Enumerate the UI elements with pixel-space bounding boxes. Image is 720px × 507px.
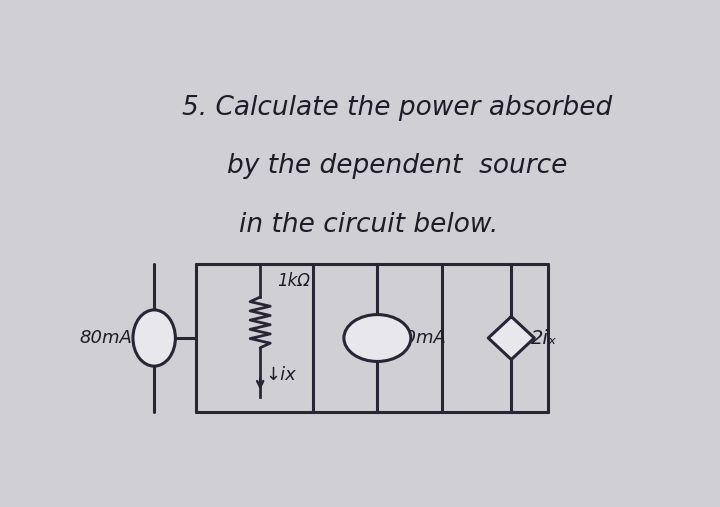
Text: 80mA: 80mA	[79, 329, 132, 347]
Text: by the dependent  source: by the dependent source	[227, 153, 567, 179]
Text: 1kΩ: 1kΩ	[277, 272, 310, 291]
Text: ↓ix: ↓ix	[266, 366, 297, 384]
Circle shape	[344, 314, 411, 361]
Text: 2iₓ: 2iₓ	[531, 329, 557, 347]
Ellipse shape	[133, 310, 176, 366]
Text: in the circuit below.: in the circuit below.	[239, 212, 499, 238]
Polygon shape	[488, 316, 534, 359]
Text: 5. Calculate the power absorbed: 5. Calculate the power absorbed	[181, 95, 612, 121]
Text: 30mA: 30mA	[394, 329, 447, 347]
